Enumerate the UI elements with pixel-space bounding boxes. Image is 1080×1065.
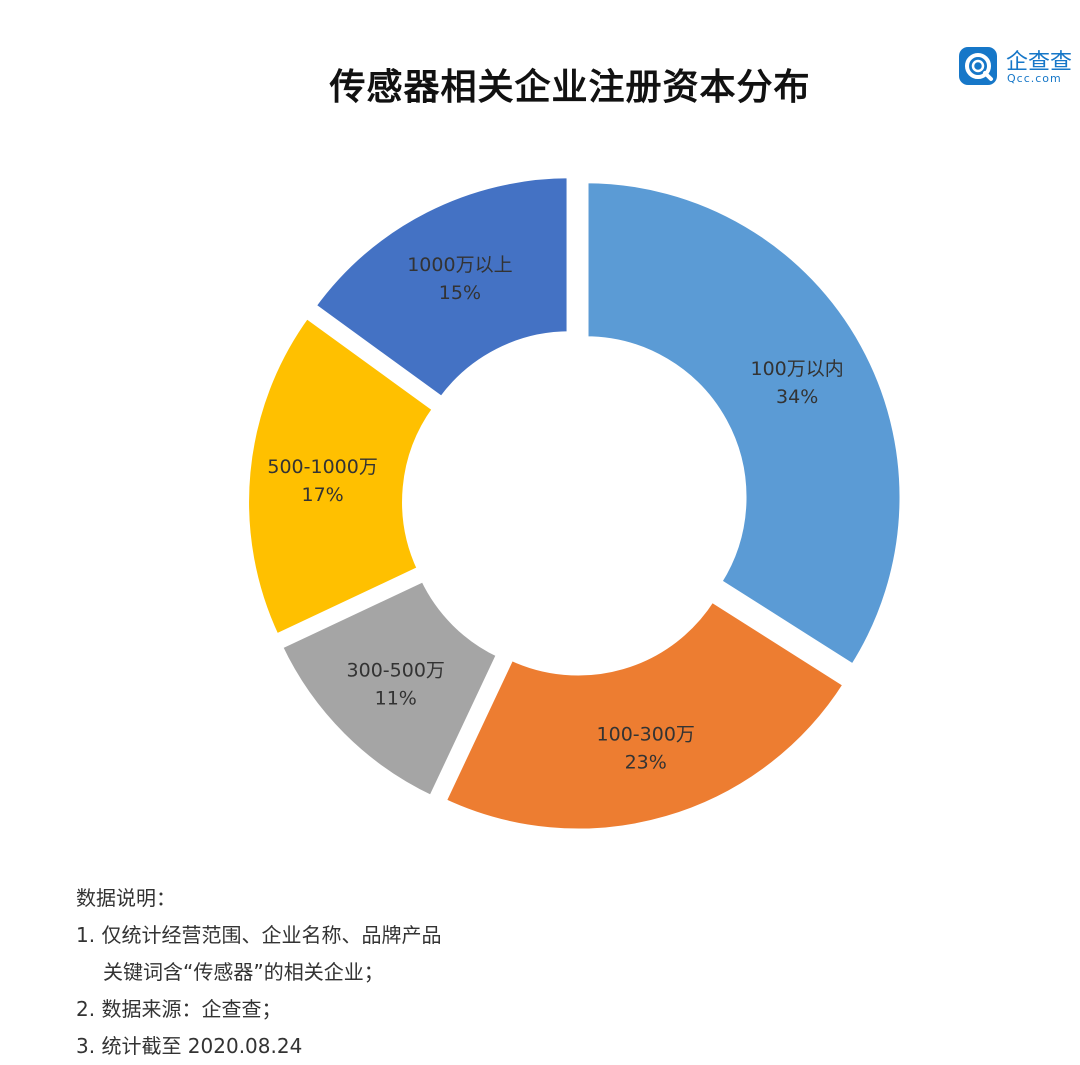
slice-value-2: 23% [625, 751, 667, 773]
donut-slice-1 [582, 177, 906, 672]
logo-name: 企查查 [1006, 50, 1073, 75]
notes-line-2: 2. 数据来源：企查查； [76, 997, 282, 1021]
qcc-logo: 企查查 Qcc.com [958, 42, 1076, 90]
slice-label-2: 100-300万 [597, 723, 695, 745]
chart-title: 传感器相关企业注册资本分布 [329, 67, 811, 108]
donut-slice-2 [439, 595, 851, 835]
qcc-logo-icon [959, 47, 997, 85]
data-notes: 数据说明： 1. 仅统计经营范围、企业名称、品牌产品 关键词含“传感器”的相关企… [76, 880, 441, 1065]
donut-slice-4 [243, 311, 440, 641]
donut-slice-5 [308, 172, 573, 404]
donut-slice-3 [275, 574, 504, 803]
notes-heading: 数据说明： [76, 886, 176, 910]
slice-label-5: 1000万以上 [407, 254, 512, 276]
slice-value-5: 15% [439, 282, 481, 304]
slice-label-3: 300-500万 [347, 659, 445, 681]
notes-line-3: 3. 统计截至 2020.08.24 [76, 1034, 303, 1058]
notes-line-1: 1. 仅统计经营范围、企业名称、品牌产品 [76, 923, 442, 947]
slice-value-4: 17% [302, 484, 344, 506]
logo-domain: Qcc.com [1007, 72, 1062, 85]
donut-chart: 100万以内 34% 100-300万 23% 300-500万 11% 500-1000万… [243, 172, 906, 835]
donut-chart-svg: 100万以内 34% 100-300万 23% 300-500万 11% 500-1000万… [243, 172, 906, 835]
slice-value-3: 11% [375, 687, 417, 709]
slice-value-1: 34% [776, 386, 818, 408]
slice-label-1: 100万以内 [751, 358, 844, 380]
notes-line-1-continued: 关键词含“传感器”的相关企业； [103, 960, 384, 984]
slice-label-4: 500-1000万 [267, 456, 377, 478]
